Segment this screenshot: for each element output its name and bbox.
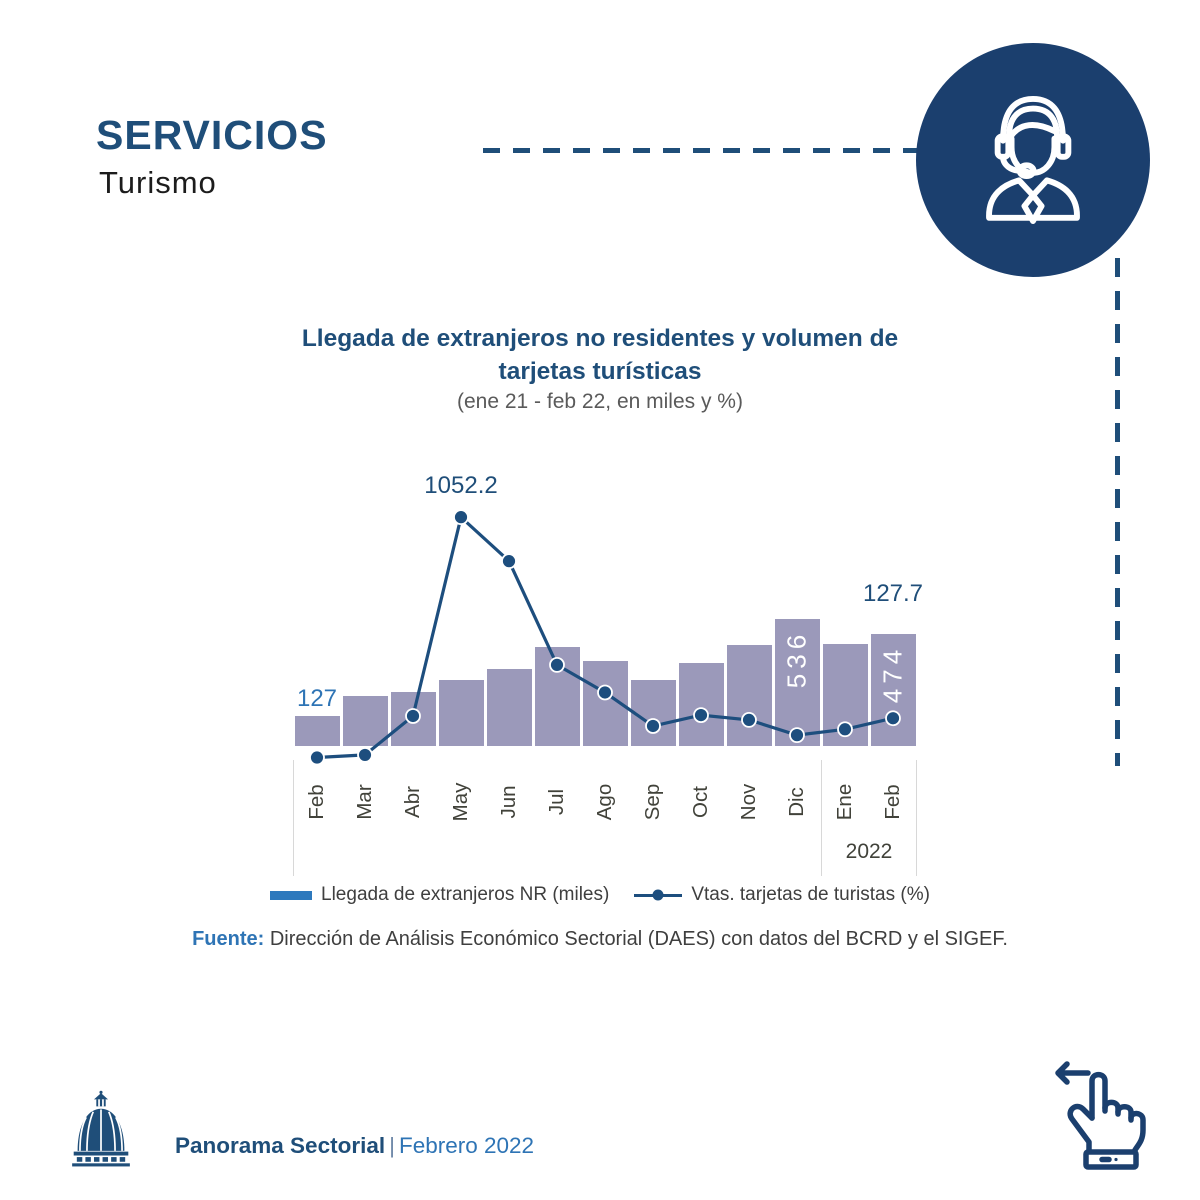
- line-series: [309, 509, 901, 766]
- source-note: Fuente: Dirección de Análisis Económico …: [0, 928, 1200, 951]
- palace-dome-icon: [72, 1090, 130, 1167]
- x-tick-label-8: Oct: [689, 786, 712, 818]
- footer-edition: Febrero 2022: [398, 1133, 535, 1158]
- bar-feb-0: [294, 716, 340, 746]
- dashed-connector-horizontal: [483, 148, 920, 153]
- headset-agent-icon: [986, 95, 1080, 225]
- source-text: Dirección de Análisis Económico Sectoria…: [264, 928, 1008, 950]
- dashed-connector-vertical: [1115, 258, 1120, 766]
- bar-jun-4: [486, 668, 532, 746]
- footer-brand-line: Panorama Sectorial | Febrero 2022: [175, 1133, 534, 1159]
- chart-title: Llegada de extranjeros no residentes y v…: [150, 322, 1050, 388]
- line-marker: [741, 712, 757, 728]
- x-tick-label-1: Mar: [353, 784, 376, 820]
- axis-separator: [916, 760, 917, 876]
- bar-oct-8: [678, 663, 724, 746]
- chart-legend: Llegada de extranjeros NR (miles) Vtas. …: [0, 884, 1200, 906]
- chart-title-line1: Llegada de extranjeros no residentes y v…: [301, 325, 899, 352]
- x-tick-label-7: Sep: [641, 783, 664, 821]
- x-tick-label-5: Jul: [545, 788, 568, 816]
- line-marker: [645, 718, 661, 734]
- chart-subtitle: (ene 21 - feb 22, en miles y %): [457, 390, 743, 413]
- x-tick-label-2: Abr: [401, 786, 424, 818]
- x-tick-label-11: Ene: [833, 783, 856, 821]
- bar-may-3: [438, 679, 484, 746]
- line-marker: [501, 553, 517, 570]
- chart-title-line2: tarjetas turísticas: [498, 358, 702, 385]
- legend-line-label: Vtas. tarjetas de turistas (%): [691, 884, 930, 905]
- line-marker: [453, 509, 469, 526]
- source-label: Fuente:: [192, 928, 265, 950]
- x-axis: Feb Mar Abr May Jun Jul Ago Sep Oct Nov Dic Ene Feb 2…: [293, 746, 917, 878]
- bar-nov-9: [726, 645, 772, 746]
- x-tick-label-4: Jun: [497, 785, 520, 819]
- x-tick-label-9: Nov: [737, 783, 760, 821]
- line-marker: [693, 707, 709, 724]
- axis-separator: [293, 760, 294, 876]
- axis-separator: [821, 760, 822, 876]
- bar-dic-10: [774, 619, 820, 746]
- bar-sep-7: [630, 680, 676, 746]
- footer-separator: |: [389, 1133, 395, 1158]
- data-callout: 1052.2: [424, 472, 498, 500]
- line-marker: [549, 656, 565, 673]
- legend-bar-swatch: [270, 890, 313, 900]
- page-title: SERVICIOS: [96, 112, 328, 158]
- bar-mar-1: [342, 696, 388, 746]
- data-callout: 127: [296, 685, 338, 712]
- page-subtitle: Turismo: [99, 165, 217, 200]
- legend-line-swatch: [634, 889, 683, 901]
- line-marker: [885, 710, 901, 727]
- x-tick-label-12: Feb: [881, 784, 904, 820]
- year-group-label: 2022: [845, 840, 893, 863]
- line-marker: [789, 727, 805, 744]
- footer-brand: Panorama Sectorial: [175, 1133, 386, 1158]
- line-marker: [837, 721, 853, 738]
- legend-bar-label: Llegada de extranjeros NR (miles): [321, 884, 610, 905]
- line-marker: [405, 708, 421, 724]
- x-tick-label-3: May: [449, 782, 472, 822]
- combo-chart: 536 474 127 1052.2 127.7: [293, 455, 923, 766]
- line-marker: [309, 749, 325, 766]
- swipe-left-hand-icon: [1055, 1061, 1146, 1170]
- line-marker: [357, 747, 373, 763]
- bar-feb-12: [870, 633, 916, 746]
- line-marker: [597, 684, 613, 701]
- data-callout: 127.7: [862, 579, 924, 607]
- support-agent-badge: [916, 43, 1150, 277]
- x-tick-label-0: Feb: [305, 784, 328, 820]
- x-tick-label-6: Ago: [593, 783, 616, 821]
- x-tick-label-10: Dic: [785, 787, 808, 817]
